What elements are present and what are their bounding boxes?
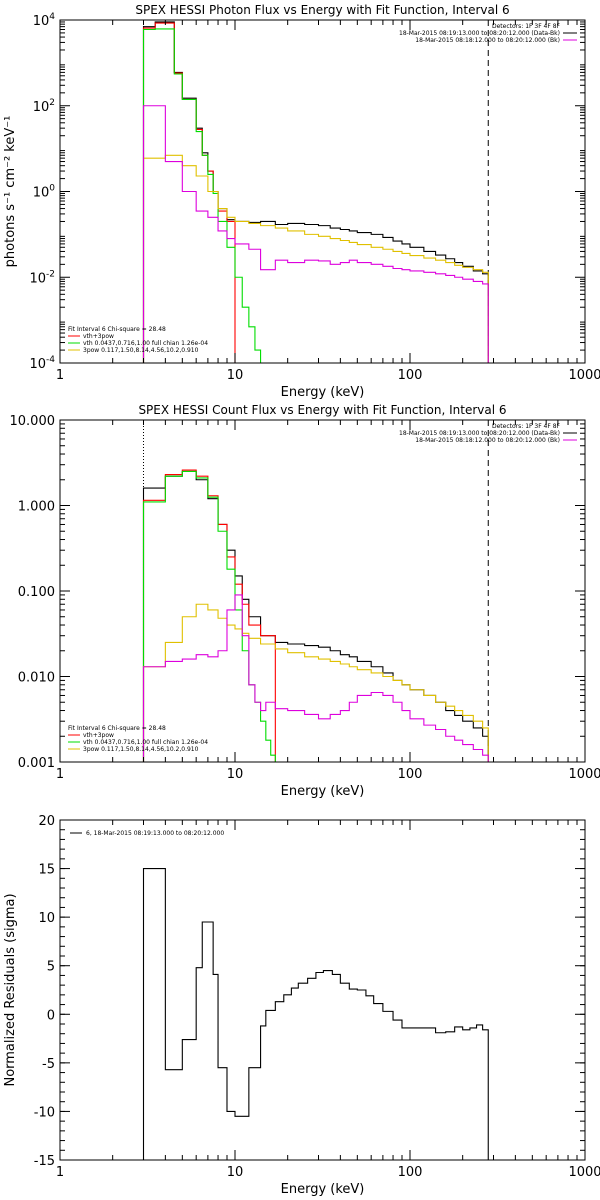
chart-title: SPEX HESSI Photon Flux vs Energy with Fi… <box>135 3 509 17</box>
legend-top-entry: Detectors: 1F 3F 4F 8F <box>492 23 561 30</box>
y-tick-label: 20 <box>38 814 55 829</box>
x-axis-label: Energy (keV) <box>281 385 365 400</box>
x-axis-label: Energy (keV) <box>281 784 365 799</box>
legend-bottom-entry: vth 0.0437,0.716,1.00 full chian 1.26e-0… <box>83 340 208 347</box>
series-5-line <box>142 594 489 762</box>
y-tick-label: 104 <box>33 12 56 29</box>
y-tick-label: 0.001 <box>18 756 55 771</box>
legend-top-entry: 18-Mar-2015 08:19:13.000 to 08:20:12.000… <box>399 430 560 437</box>
y-tick-base: 10 <box>33 186 50 201</box>
y-tick-label: 100 <box>33 184 56 201</box>
x-tick-label: 1000 <box>568 767 600 782</box>
y-tick-label: -5 <box>42 1057 55 1072</box>
series-2-line <box>142 22 236 363</box>
legend-top-entry: 18-Mar-2015 08:18:12.000 to 08:20:12.000… <box>415 37 560 44</box>
legend-bottom-entry: vth+3pow <box>83 333 114 340</box>
series-4-line <box>142 603 489 762</box>
legend-bottom-entry: 3pow 0.117,1.50,8.14,4.56,10.2,0.910 <box>83 746 199 753</box>
y-tick-base: 10 <box>29 271 46 286</box>
legend-bottom-entry: Fit Interval 6 Chi-square = 28.48 <box>68 725 166 732</box>
y-tick-exponent: 0 <box>49 184 55 194</box>
legend-bottom-entry: vth 0.0437,0.716,1.00 full chian 1.26e-0… <box>83 739 208 746</box>
y-tick-label: 5 <box>47 960 55 975</box>
y-tick-label: 15 <box>38 863 55 878</box>
x-tick-label: 100 <box>398 1165 423 1180</box>
legend-top-entry: 18-Mar-2015 08:18:12.000 to 08:20:12.000… <box>415 437 560 444</box>
x-axis-label: Energy (keV) <box>281 1182 365 1197</box>
legend-bottom-entry: Fit Interval 6 Chi-square = 28.48 <box>68 326 166 333</box>
y-axis-label: photons s⁻¹ cm⁻² keV⁻¹ <box>3 116 18 268</box>
x-tick-label: 1000 <box>568 1165 600 1180</box>
series-group <box>142 868 489 1160</box>
y-tick-exponent: 2 <box>49 98 55 108</box>
legend-top-entry: 18-Mar-2015 08:19:13.000 to 08:20:12.000… <box>399 30 560 37</box>
y-tick-label: 0.010 <box>18 671 55 686</box>
legend-bottom-entry: 3pow 0.117,1.50,8.14,4.56,10.2,0.910 <box>83 347 199 354</box>
series-group <box>142 21 489 363</box>
series-1-line <box>142 868 489 1160</box>
plot-frame <box>59 819 586 1161</box>
y-tick-label: -15 <box>34 1154 55 1169</box>
panel-3: 1 10 100 1000 -15 -10 -5 0 5 10 15 20 Energy (keV) No… <box>3 814 600 1197</box>
legend-bottom-entry: vth+3pow <box>83 732 114 739</box>
legend-entry: 6, 18-Mar-2015 08:19:13.000 to 08:20:12.… <box>86 830 224 837</box>
x-tick-label: 1 <box>56 1165 64 1180</box>
y-tick-label: 102 <box>33 98 55 115</box>
series-3-line <box>142 28 266 363</box>
x-tick-label: 100 <box>398 368 423 383</box>
y-tick-exponent: -2 <box>46 269 55 279</box>
plot-frame <box>59 19 586 364</box>
plot-frame <box>59 419 586 763</box>
y-tick-label: 0 <box>47 1008 55 1023</box>
x-tick-label: 1000 <box>568 368 600 383</box>
y-axis-label: Normalized Residuals (sigma) <box>3 893 18 1086</box>
panel-2: 1 10 100 1000 0.001 0.010 0.100 1.000 10.000 SPEX… <box>10 403 600 799</box>
y-tick-label: 10-4 <box>29 355 55 372</box>
x-tick-label: 10 <box>227 767 244 782</box>
x-tick-label: 1 <box>56 767 64 782</box>
y-tick-exponent: 4 <box>49 12 55 22</box>
legend-top-entry: Detectors: 1F 3F 4F 8F <box>492 423 561 430</box>
x-tick-label: 100 <box>398 767 423 782</box>
y-tick-exponent: -4 <box>46 355 55 365</box>
y-tick-label: 10.000 <box>10 414 56 429</box>
y-tick-label: 10 <box>38 911 55 926</box>
y-tick-label: 10-2 <box>29 269 55 286</box>
series-2-line <box>142 469 276 762</box>
x-tick-label: 1 <box>56 368 64 383</box>
series-5-line <box>142 105 489 363</box>
x-tick-label: 10 <box>227 1165 244 1180</box>
y-tick-label: 1.000 <box>18 500 55 515</box>
y-tick-base: 10 <box>29 357 46 372</box>
y-tick-base: 10 <box>33 14 50 29</box>
chart-title: SPEX HESSI Count Flux vs Energy with Fit… <box>138 403 506 417</box>
y-tick-label: -10 <box>34 1105 55 1120</box>
series-group <box>142 469 489 762</box>
x-tick-label: 10 <box>227 368 244 383</box>
y-tick-base: 10 <box>33 100 50 115</box>
series-4-line <box>142 154 489 363</box>
series-1-line <box>142 21 489 363</box>
y-tick-label: 0.100 <box>18 585 55 600</box>
